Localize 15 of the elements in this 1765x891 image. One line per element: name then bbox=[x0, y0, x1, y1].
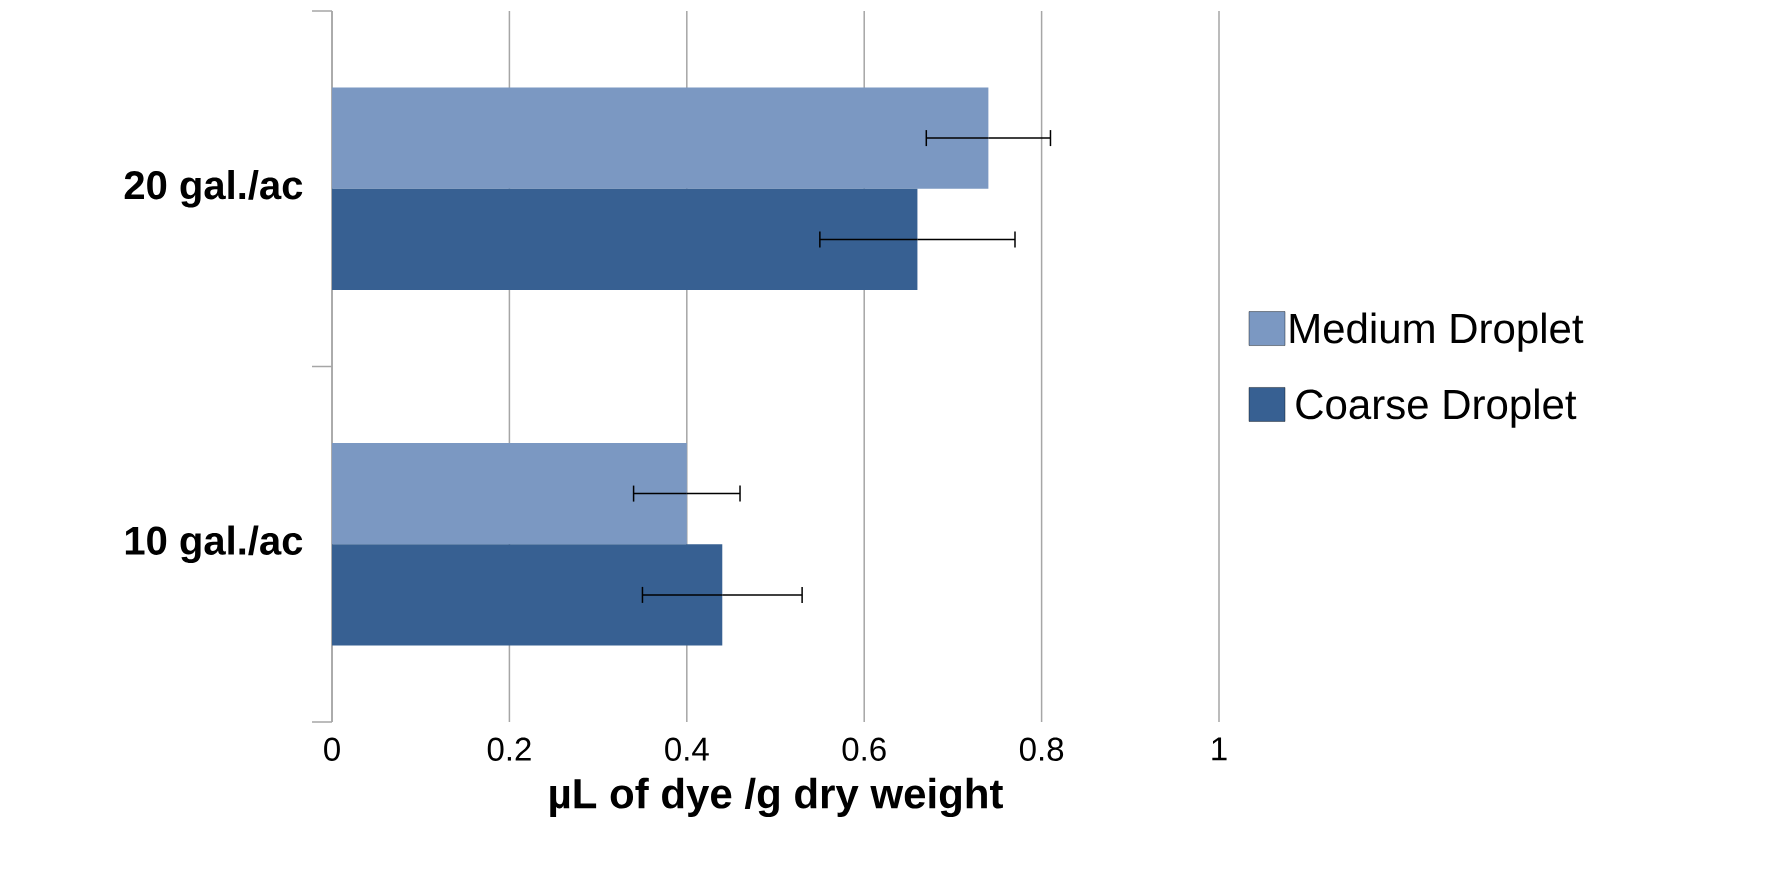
bar bbox=[332, 188, 918, 291]
x-tick-label: 1 bbox=[1212, 737, 1227, 761]
x-tick-label: 0.4 bbox=[665, 737, 709, 761]
x-axis-title: µL of dye /g dry weight bbox=[550, 777, 1003, 818]
bar bbox=[332, 544, 723, 646]
bar bbox=[332, 87, 989, 189]
legend-label: Coarse Droplet bbox=[1296, 388, 1577, 428]
x-tick-label: 0 bbox=[324, 737, 340, 761]
y-tick-label: 10 gal./ac bbox=[125, 525, 303, 563]
y-tick-label: 20 gal./ac bbox=[124, 170, 303, 208]
legend-label: Medium Droplet bbox=[1290, 312, 1584, 352]
bar bbox=[332, 442, 687, 545]
x-tick-label: 0.6 bbox=[842, 737, 886, 761]
x-tick-label: 0.8 bbox=[1019, 737, 1064, 761]
x-tick-label: 0.2 bbox=[487, 737, 531, 761]
